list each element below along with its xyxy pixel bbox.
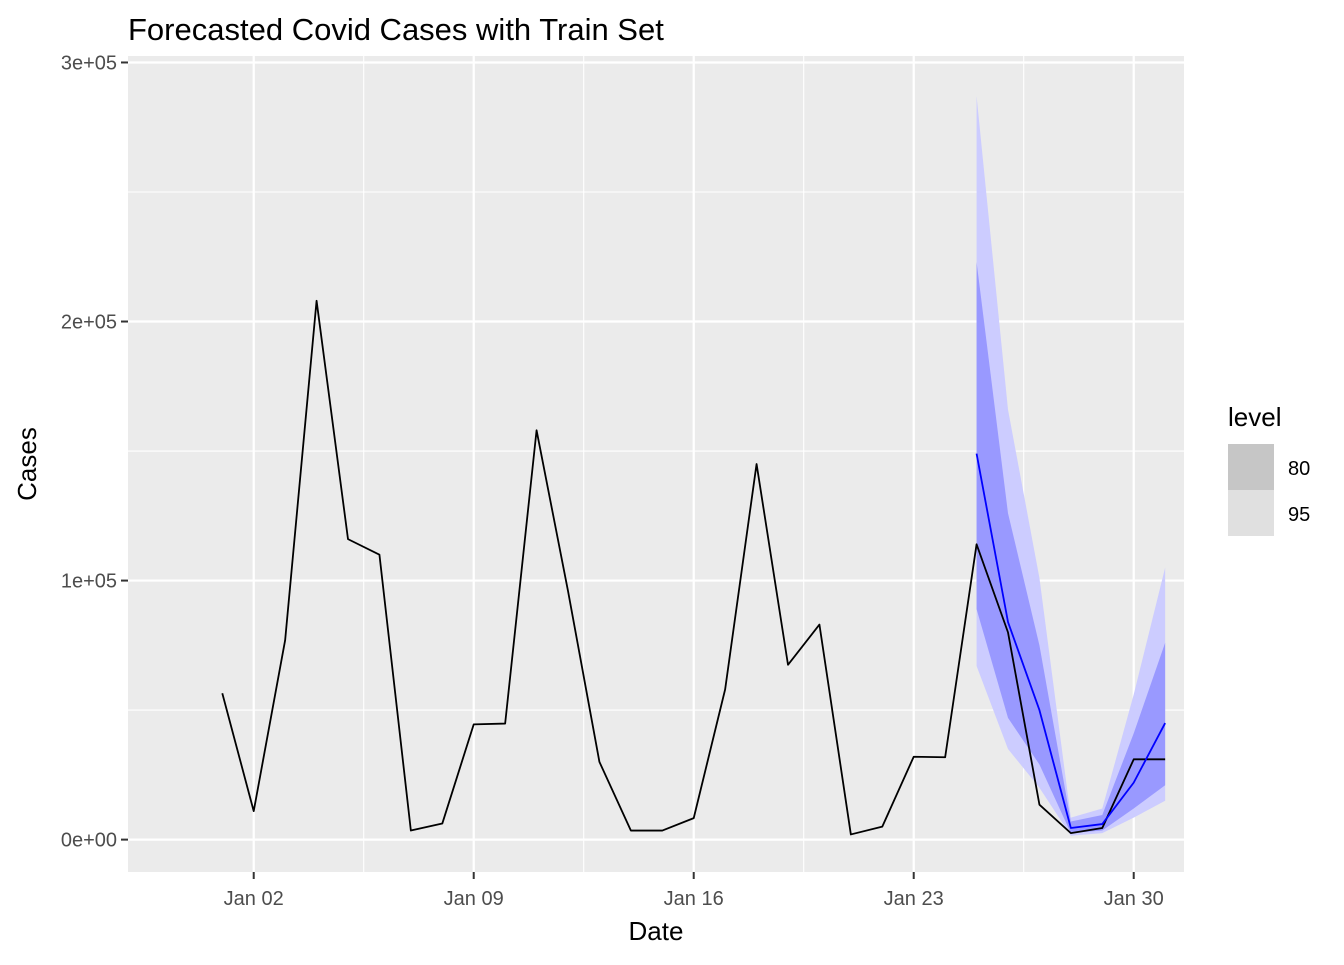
legend-entries: 80 95 [1228, 444, 1310, 536]
x-tick-label: Jan 02 [224, 888, 284, 910]
x-tick-label: Jan 16 [664, 888, 724, 910]
legend-label-80: 80 [1288, 458, 1310, 480]
legend: level 80 95 [1228, 402, 1310, 536]
forecast-line [975, 453, 1166, 829]
x-tick-label: Jan 09 [444, 888, 504, 910]
legend-key-95 [1228, 490, 1274, 536]
x-tick-label: Jan 30 [1104, 888, 1164, 910]
actual-cases-line [221, 299, 1166, 836]
chart-title: Forecasted Covid Cases with Train Set [128, 12, 664, 47]
forecast-band-80 [976, 261, 1166, 834]
legend-key-80 [1228, 444, 1274, 490]
x-axis-label: Date [629, 916, 684, 946]
y-tick-label: 3e+05 [61, 52, 117, 74]
y-tick-label: 2e+05 [61, 312, 117, 334]
x-axis: Jan 02 Jan 09 Jan 16 Jan 23 Jan 30 [224, 872, 1164, 910]
series-lines [221, 299, 1166, 836]
legend-title: level [1228, 402, 1281, 432]
forecast-bands [976, 96, 1166, 836]
y-axis-label: Cases [12, 427, 42, 501]
y-tick-label: 0e+00 [61, 830, 117, 852]
grid-major [128, 56, 1184, 872]
y-axis: 0e+00 1e+05 2e+05 3e+05 [61, 52, 128, 852]
y-tick-label: 1e+05 [61, 571, 117, 593]
legend-label-95: 95 [1288, 504, 1310, 526]
x-tick-label: Jan 23 [884, 888, 944, 910]
